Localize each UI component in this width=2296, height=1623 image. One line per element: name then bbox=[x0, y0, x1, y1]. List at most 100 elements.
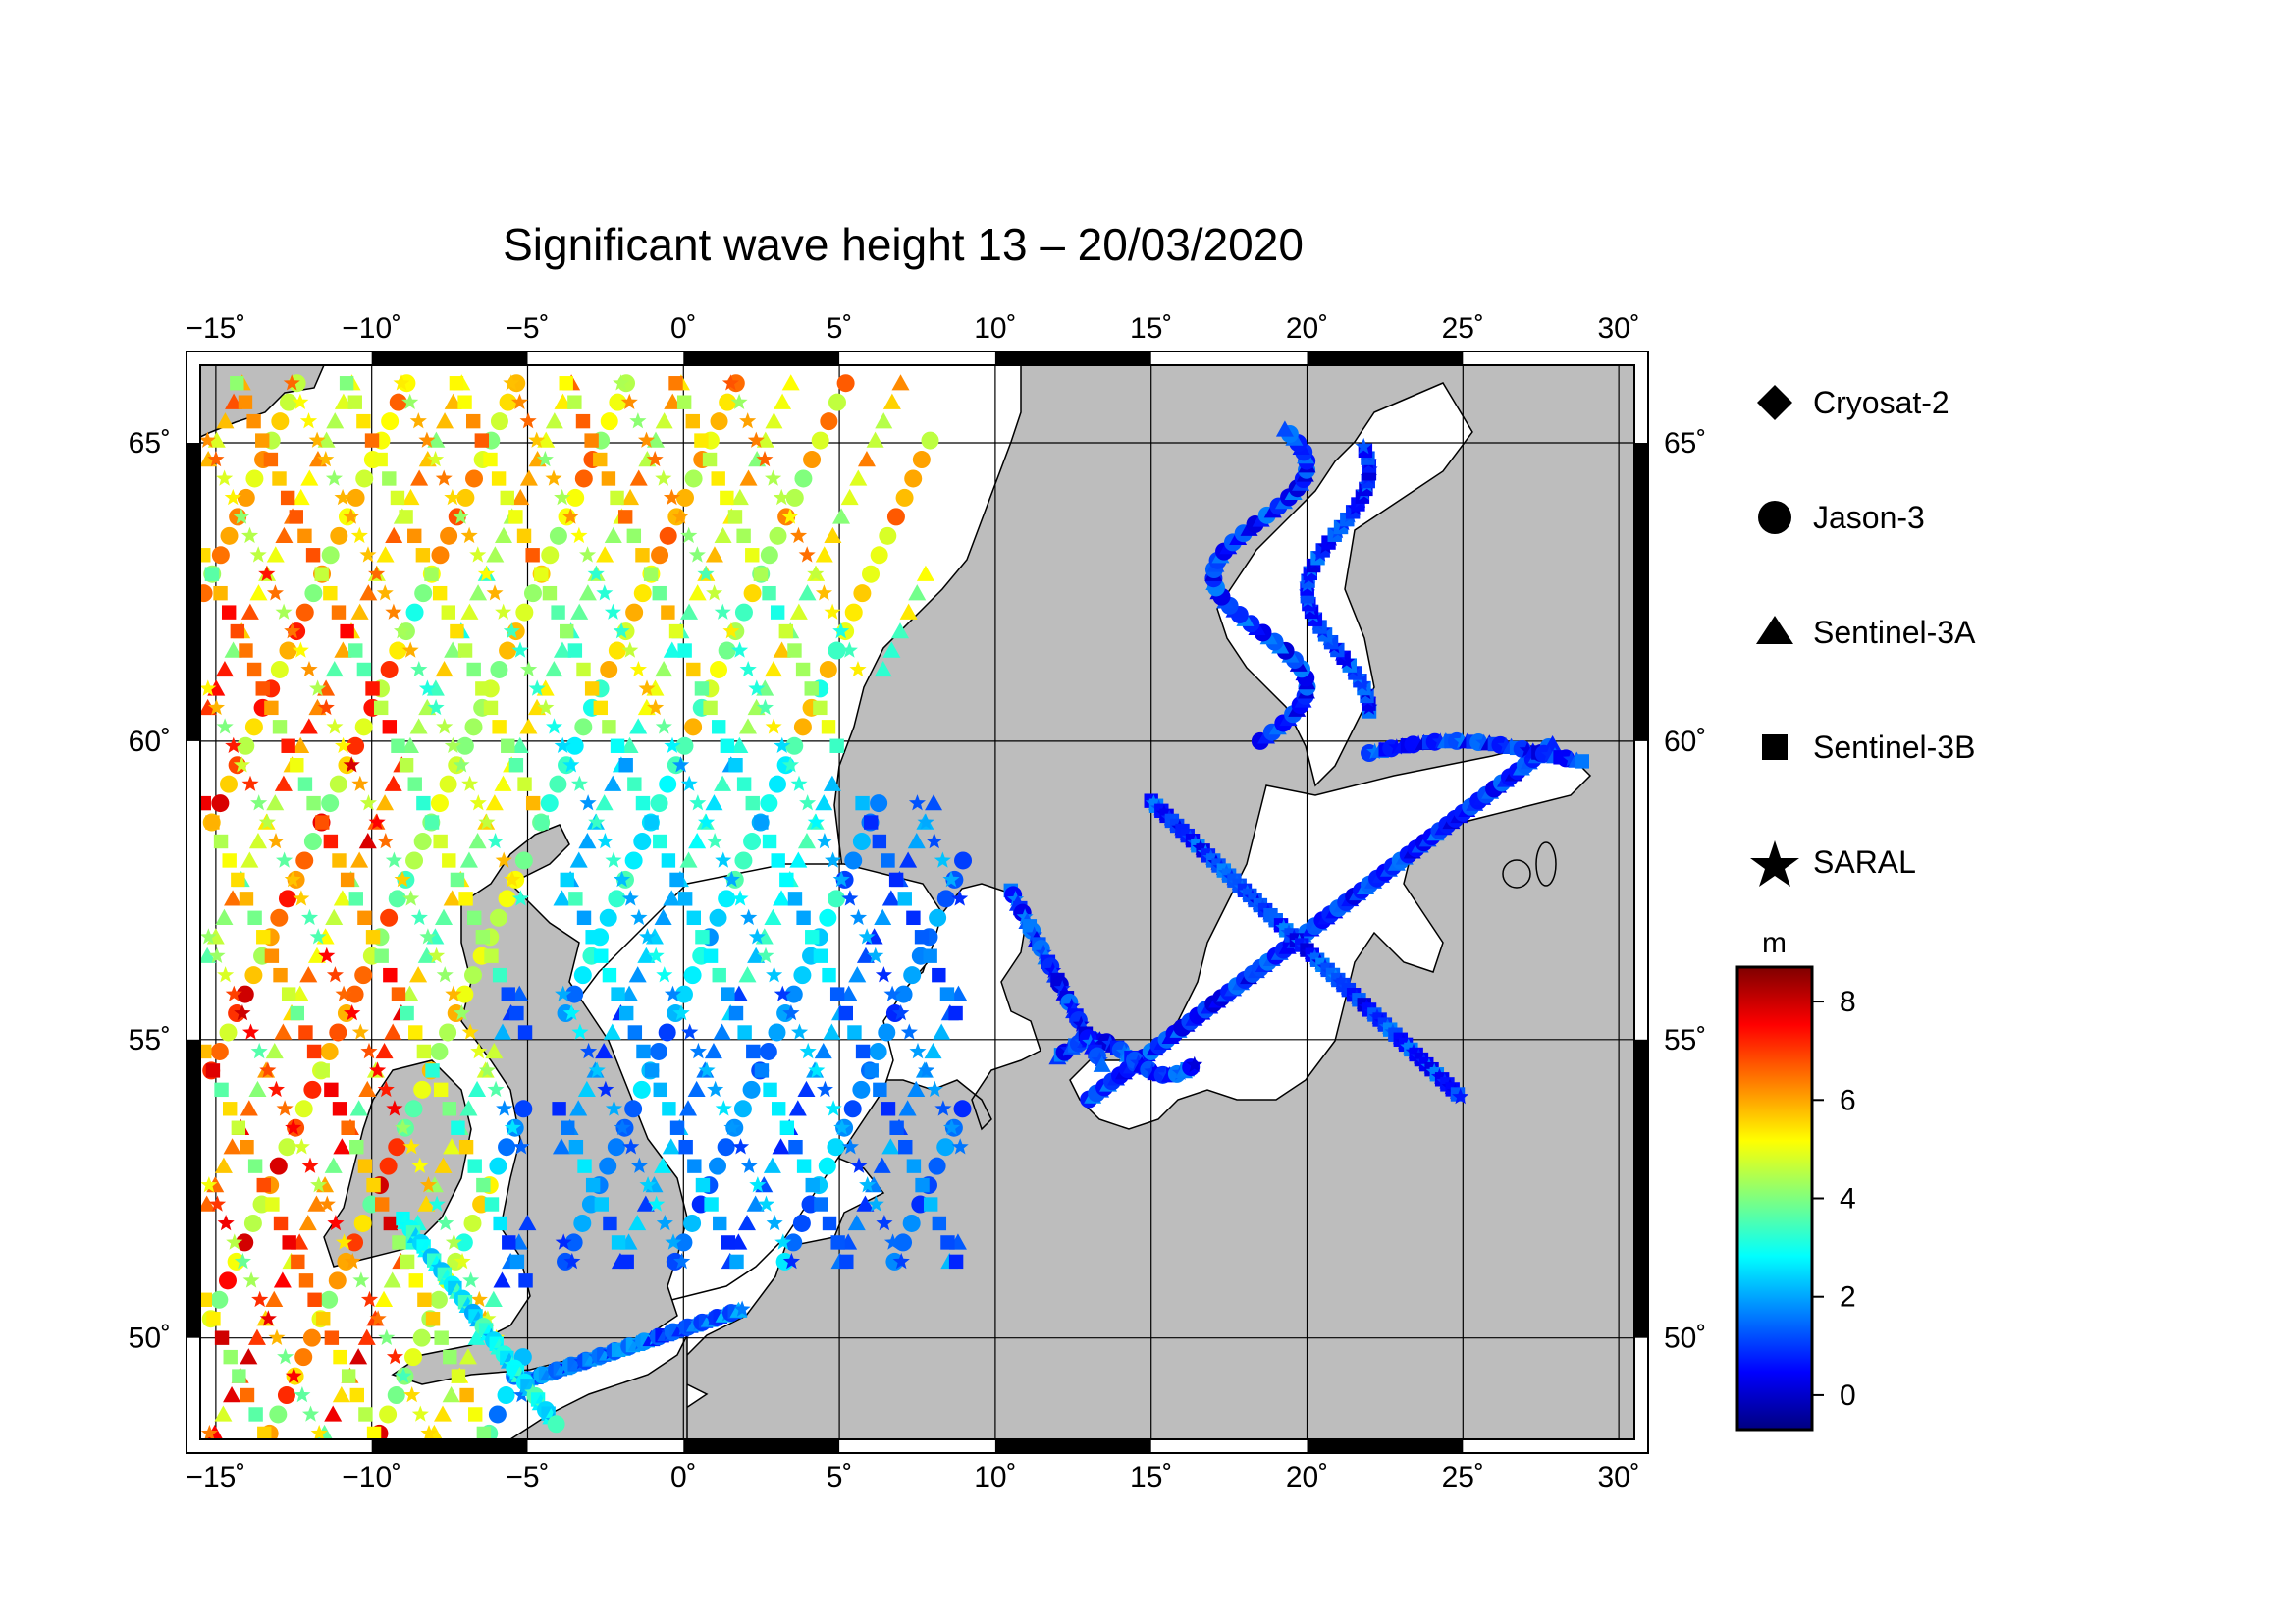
obs-point-sentinel-3b bbox=[509, 1005, 524, 1021]
obs-point-saral bbox=[369, 1061, 387, 1078]
obs-point-sentinel-3a bbox=[637, 947, 656, 963]
obs-point-saral bbox=[613, 622, 630, 639]
obs-point-saral bbox=[224, 488, 241, 506]
obs-point-sentinel-3b bbox=[525, 795, 541, 811]
obs-point-sentinel-3a bbox=[908, 584, 927, 601]
lon-tick-label-bottom: −5˚ bbox=[506, 1461, 549, 1493]
obs-point-saral bbox=[259, 1310, 277, 1326]
obs-point-jason-3 bbox=[353, 1214, 372, 1232]
obs-point-sentinel-3a bbox=[882, 641, 901, 658]
obs-point-sentinel-3b bbox=[349, 1387, 364, 1403]
obs-point-jason-3 bbox=[320, 1290, 339, 1309]
obs-point-sentinel-3a bbox=[436, 412, 454, 429]
lon-tick-label-bottom: −10˚ bbox=[342, 1461, 401, 1493]
obs-point-saral bbox=[393, 374, 410, 391]
obs-point-saral bbox=[715, 851, 732, 868]
obs-point-saral bbox=[579, 794, 597, 811]
obs-point-sentinel-3a bbox=[326, 412, 345, 429]
obs-point-sentinel-3a bbox=[427, 431, 446, 448]
obs-point-sentinel-3b bbox=[635, 795, 651, 811]
obs-point-jason-3 bbox=[879, 526, 897, 545]
colorbar-ticks: 8 6 4 2 0 bbox=[1812, 986, 1856, 1412]
obs-point-saral bbox=[469, 546, 487, 563]
obs-point-saral bbox=[816, 1080, 833, 1098]
obs-point-jason-3 bbox=[380, 908, 399, 927]
obs-point-saral bbox=[1053, 980, 1071, 997]
lon-tick-label-bottom: 0˚ bbox=[670, 1461, 697, 1493]
obs-point-sentinel-3a bbox=[265, 1042, 284, 1059]
obs-point-jason-3 bbox=[440, 526, 458, 545]
obs-point-sentinel-3a bbox=[553, 890, 571, 906]
obs-point-jason-3 bbox=[388, 890, 406, 908]
obs-point-saral bbox=[419, 928, 437, 945]
obs-point-saral bbox=[605, 851, 622, 868]
obs-point-saral bbox=[1082, 1033, 1099, 1051]
obs-point-saral bbox=[714, 603, 731, 620]
obs-point-sentinel-3a bbox=[655, 412, 673, 429]
obs-point-jason-3 bbox=[547, 1415, 565, 1434]
obs-point-sentinel-3a bbox=[324, 1405, 343, 1422]
obs-point-sentinel-3a bbox=[519, 718, 538, 734]
obs-point-saral bbox=[757, 947, 774, 963]
obs-point-sentinel-3b bbox=[204, 567, 220, 581]
obs-point-sentinel-3a bbox=[299, 966, 318, 983]
obs-point-sentinel-3b bbox=[703, 700, 718, 716]
obs-point-jason-3 bbox=[843, 1100, 862, 1118]
obs-point-sentinel-3b bbox=[273, 967, 288, 983]
obs-point-sentinel-3a bbox=[266, 546, 285, 563]
obs-point-saral bbox=[317, 698, 335, 716]
triangle-icon bbox=[1756, 616, 1793, 644]
obs-point-sentinel-3b bbox=[932, 967, 946, 983]
obs-point-sentinel-3a bbox=[357, 1328, 376, 1345]
obs-point-saral bbox=[293, 1138, 310, 1155]
obs-point-saral bbox=[790, 526, 808, 544]
obs-point-sentinel-3b bbox=[382, 471, 397, 486]
obs-point-sentinel-3b bbox=[594, 1197, 609, 1212]
obs-point-sentinel-3b bbox=[636, 1044, 651, 1059]
obs-point-saral bbox=[1475, 733, 1493, 750]
obs-point-jason-3 bbox=[565, 736, 584, 755]
obs-point-sentinel-3b bbox=[306, 795, 321, 811]
obs-point-saral bbox=[351, 775, 369, 791]
obs-point-jason-3 bbox=[658, 1023, 676, 1042]
obs-point-sentinel-3b bbox=[200, 548, 211, 563]
obs-point-saral bbox=[452, 508, 469, 524]
obs-point-sentinel-3b bbox=[273, 1216, 289, 1231]
obs-point-sentinel-3b bbox=[281, 987, 296, 1001]
obs-point-sentinel-3b bbox=[881, 853, 895, 868]
obs-point-sentinel-3a bbox=[705, 794, 723, 811]
obs-point-jason-3 bbox=[465, 469, 484, 488]
obs-point-sentinel-3b bbox=[939, 987, 955, 1001]
obs-point-saral bbox=[302, 1405, 320, 1422]
obs-point-sentinel-3b bbox=[603, 1216, 617, 1231]
obs-point-sentinel-3b bbox=[635, 548, 650, 563]
obs-point-saral bbox=[824, 603, 841, 620]
obs-point-saral bbox=[782, 1252, 800, 1270]
obs-point-sentinel-3b bbox=[465, 413, 481, 429]
obs-point-saral bbox=[638, 431, 656, 448]
obs-point-sentinel-3a bbox=[664, 393, 682, 409]
lon-tick-label-top: −10˚ bbox=[342, 312, 401, 345]
obs-point-saral bbox=[570, 526, 588, 544]
obs-point-saral bbox=[427, 698, 445, 716]
lon-tick-label-bottom: 25˚ bbox=[1442, 1461, 1484, 1493]
obs-point-sentinel-3b bbox=[407, 528, 422, 544]
obs-point-sentinel-3a bbox=[704, 1042, 722, 1059]
obs-point-sentinel-3a bbox=[747, 698, 766, 716]
obs-point-saral bbox=[849, 908, 868, 926]
obs-point-saral bbox=[909, 1042, 927, 1059]
obs-point-sentinel-3b bbox=[248, 1407, 263, 1422]
obs-point-saral bbox=[671, 508, 689, 524]
obs-point-sentinel-3a bbox=[325, 908, 344, 926]
obs-point-jason-3 bbox=[271, 412, 290, 431]
obs-point-sentinel-3b bbox=[602, 720, 616, 734]
obs-point-sentinel-3a bbox=[300, 469, 319, 486]
obs-point-jason-3 bbox=[295, 603, 314, 622]
obs-point-sentinel-3b bbox=[814, 1197, 828, 1212]
obs-point-sentinel-3b bbox=[627, 1025, 643, 1040]
obs-point-jason-3 bbox=[743, 584, 762, 603]
obs-point-sentinel-3a bbox=[469, 584, 488, 601]
obs-point-saral bbox=[419, 1176, 437, 1193]
obs-point-saral bbox=[588, 1061, 606, 1078]
frame-bar-top bbox=[1307, 352, 1464, 365]
